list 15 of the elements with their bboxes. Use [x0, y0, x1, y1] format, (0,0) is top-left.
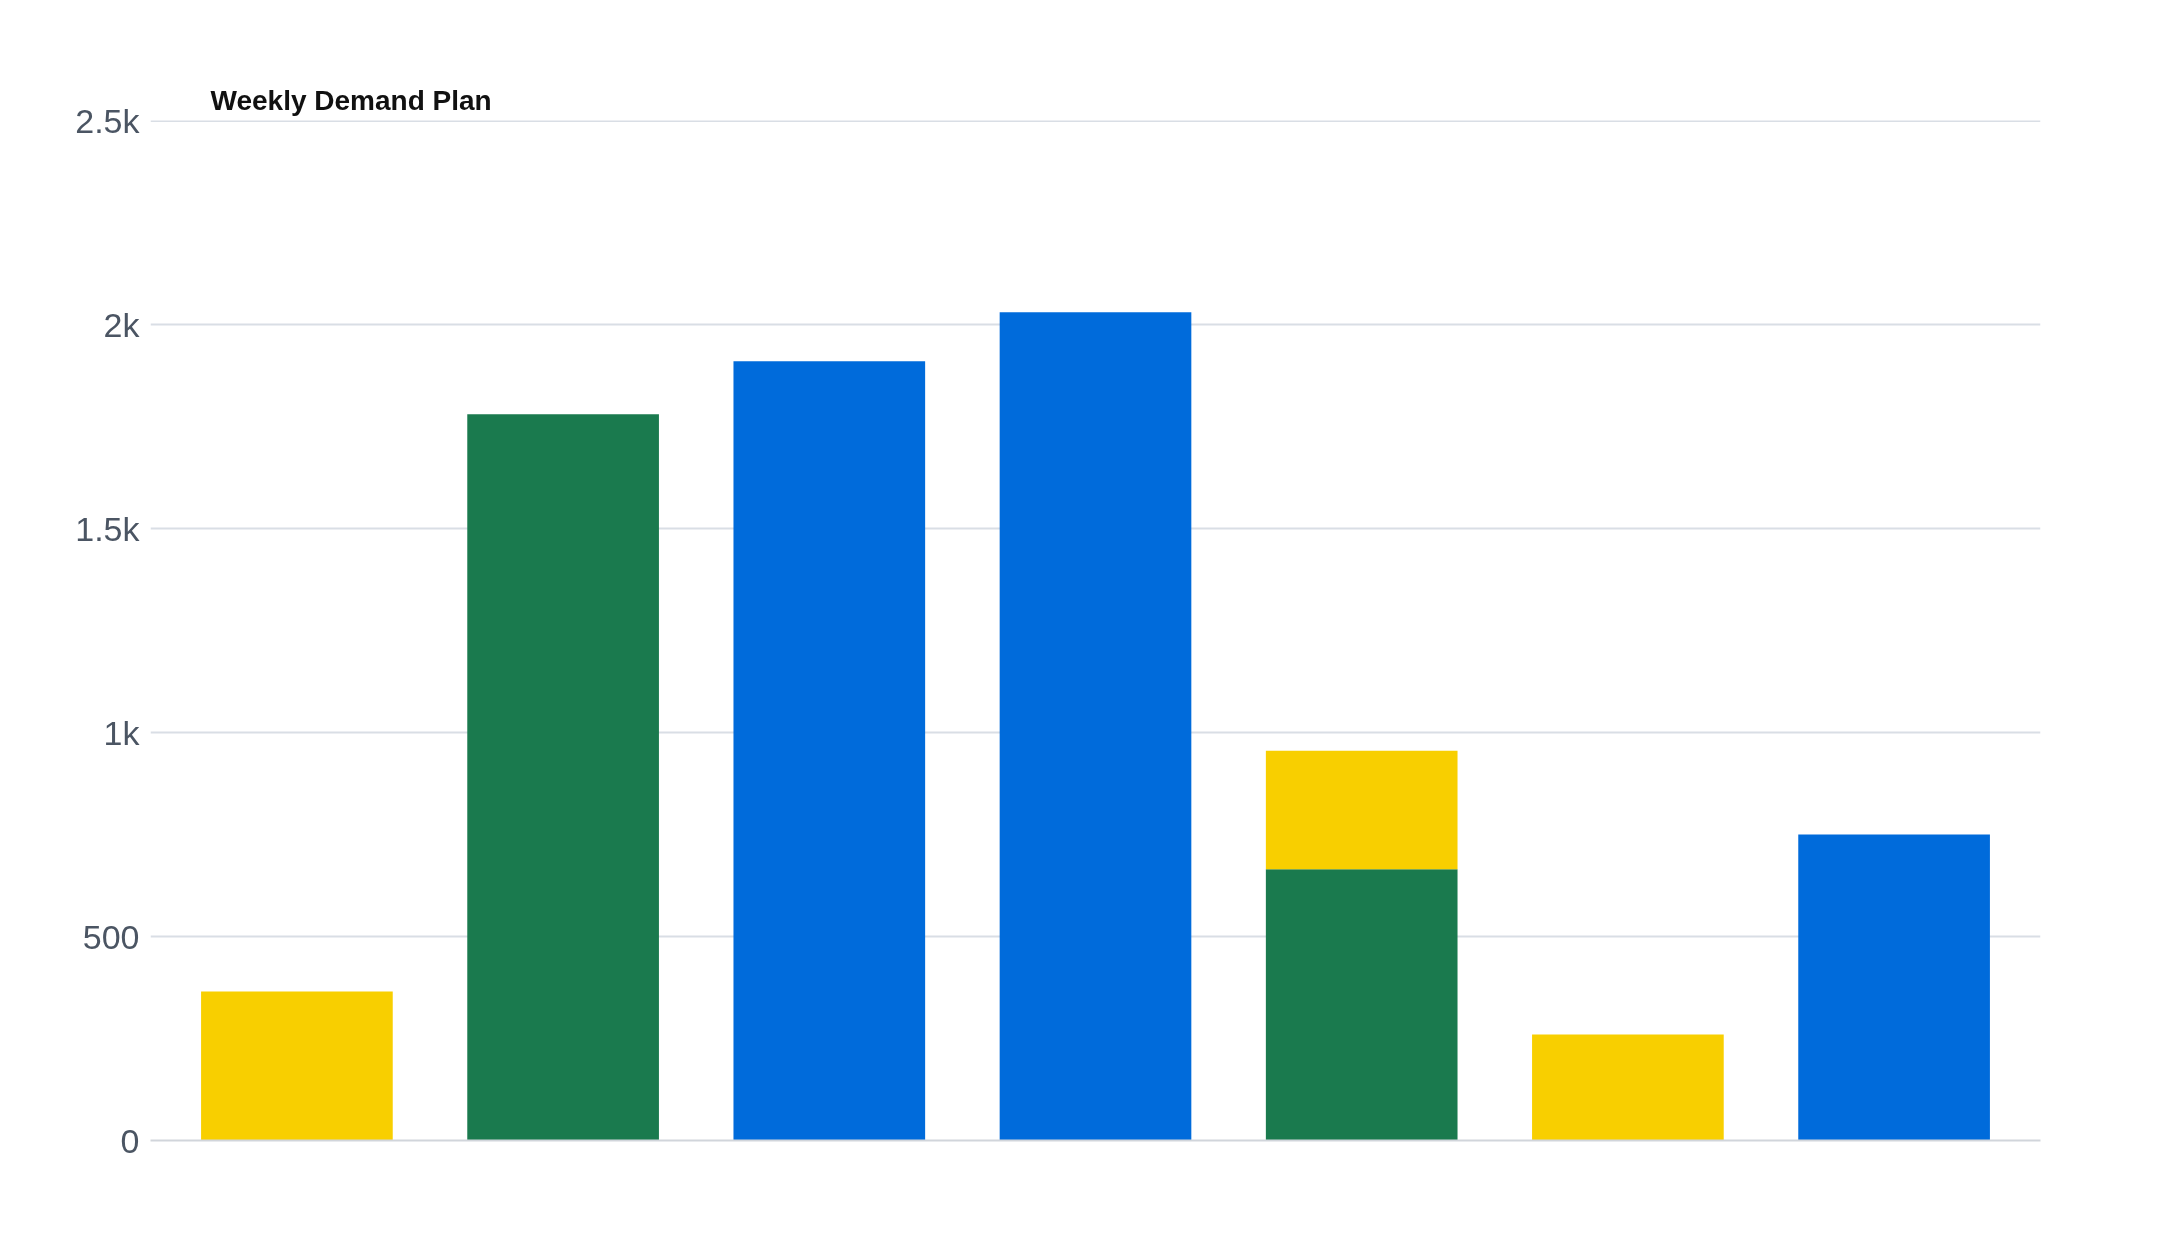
bar [467, 414, 659, 1141]
bar [1798, 834, 1990, 1141]
y-tick-label: 0 [120, 1121, 140, 1160]
bar [1265, 869, 1458, 1141]
y-tick-label: 2.5k [75, 101, 141, 140]
bar [733, 361, 926, 1141]
bar [1532, 1034, 1724, 1141]
y-tick-label: 2k [103, 305, 141, 344]
bar [201, 991, 393, 1141]
y-tick-label: 500 [82, 917, 140, 956]
y-tick-label: 1.5k [75, 509, 141, 548]
y-tick-label: 1k [103, 713, 141, 752]
chart-title: Weekly Demand Plan [210, 84, 492, 116]
bar [999, 312, 1192, 1141]
bar [1265, 750, 1458, 870]
